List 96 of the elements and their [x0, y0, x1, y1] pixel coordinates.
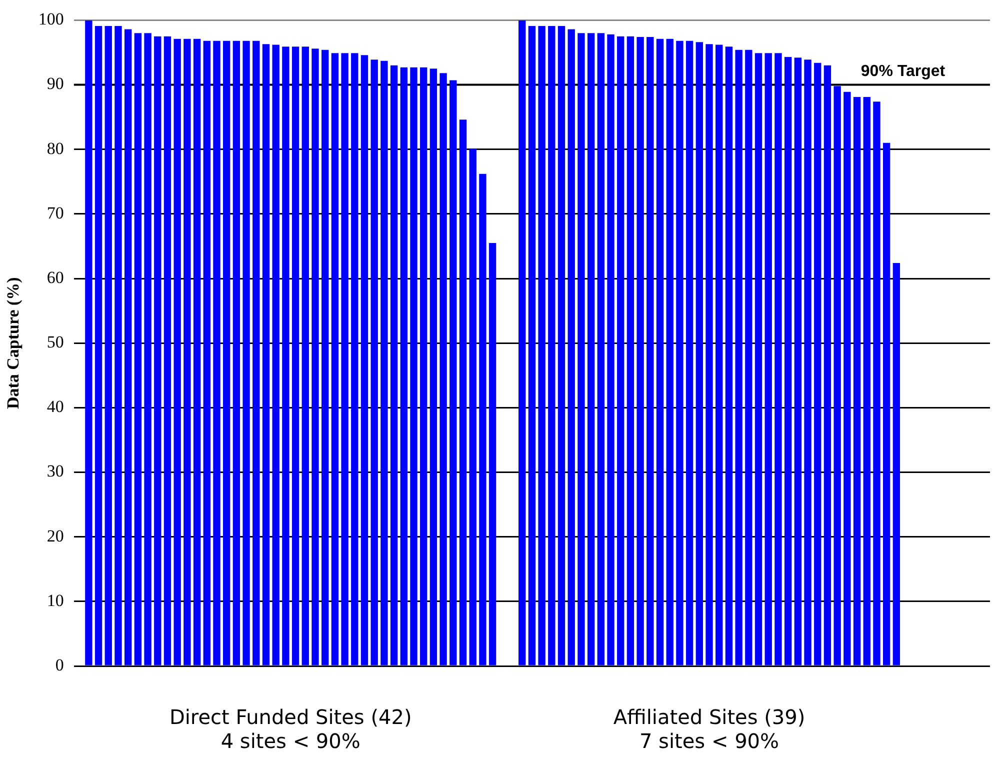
bar: [735, 50, 742, 666]
bar: [716, 44, 723, 666]
bar: [114, 26, 122, 666]
bar: [242, 40, 250, 666]
y-tick-label: 10: [46, 590, 64, 610]
bar: [321, 50, 329, 666]
bar: [341, 53, 348, 666]
bar: [184, 38, 191, 666]
bar: [597, 33, 604, 666]
y-tick-label: 90: [46, 74, 64, 94]
bar: [725, 46, 733, 666]
bar: [636, 36, 644, 666]
bar: [134, 33, 142, 666]
bar: [646, 36, 654, 666]
bar: [154, 36, 162, 666]
bar: [548, 26, 556, 666]
bar: [331, 53, 339, 666]
bar: [302, 46, 309, 666]
bar: [784, 57, 792, 666]
bar: [479, 174, 486, 666]
y-axis-title: Data Capture (%): [4, 277, 23, 410]
bar: [607, 34, 614, 666]
bar: [400, 67, 408, 666]
y-tick-label: 50: [46, 332, 64, 352]
bar: [390, 65, 398, 666]
bar: [292, 46, 300, 666]
bar: [696, 42, 704, 666]
bar: [174, 38, 181, 666]
ref-line-label: 90% Target: [860, 63, 946, 80]
bar: [430, 68, 438, 666]
bar: [568, 29, 575, 666]
bar: [312, 48, 319, 666]
bar: [124, 29, 132, 666]
bar: [213, 40, 220, 666]
bar: [410, 67, 418, 666]
bar: [824, 65, 832, 666]
bar: [873, 102, 880, 666]
bar: [686, 40, 694, 666]
bar: [488, 243, 496, 666]
bar: [578, 33, 585, 666]
y-tick-label: 0: [55, 655, 64, 674]
bar: [587, 33, 595, 666]
bar: [814, 62, 822, 666]
bar: [844, 92, 851, 666]
y-tick-label: 60: [46, 268, 64, 287]
bar: [360, 55, 368, 666]
bar: [144, 33, 152, 666]
bar: [370, 60, 378, 666]
text: Affiliated Sites (39) 7 sites < 90%: [613, 705, 806, 753]
bar: [232, 40, 240, 666]
bar: [617, 36, 624, 666]
bar: [450, 80, 457, 666]
bar: [252, 40, 260, 666]
bar: [351, 53, 358, 666]
bar: [104, 26, 112, 666]
bar: [440, 73, 447, 666]
bar: [459, 120, 467, 666]
bar: [892, 263, 900, 666]
bar: [193, 38, 201, 666]
bar: [272, 44, 280, 666]
text: Direct Funded Sites (42) 4 sites < 90%: [169, 705, 412, 753]
bar: [469, 148, 476, 666]
bar: [656, 38, 664, 666]
bar: [538, 26, 546, 666]
bar: [282, 46, 290, 666]
bar: [518, 20, 526, 666]
bar: [203, 40, 210, 666]
bar: [666, 38, 674, 666]
bar: [262, 44, 270, 666]
bar: [528, 26, 536, 666]
bar: [706, 44, 713, 666]
bar: [164, 36, 172, 666]
bar: [794, 58, 802, 666]
bar: [863, 97, 870, 666]
y-tick-label: 100: [38, 10, 64, 29]
bar: [558, 26, 566, 666]
bar: [380, 60, 388, 666]
bar: [882, 142, 890, 666]
y-tick-label: 80: [46, 138, 64, 158]
bar: [774, 53, 782, 666]
y-tick-label: 20: [46, 526, 64, 546]
bar: [676, 40, 684, 666]
bar: [222, 40, 230, 666]
bar: [420, 67, 428, 666]
bar: [853, 97, 861, 666]
y-tick-label: 70: [46, 203, 64, 222]
bar: [834, 86, 841, 666]
bar: [94, 26, 102, 666]
y-tick-label: 40: [46, 397, 64, 416]
bar: [85, 20, 92, 666]
y-tick-label: 30: [46, 462, 64, 481]
bar: [745, 50, 752, 666]
bar: [764, 53, 772, 666]
bar: [626, 36, 634, 666]
bar: [804, 60, 812, 666]
bar: [754, 53, 762, 666]
